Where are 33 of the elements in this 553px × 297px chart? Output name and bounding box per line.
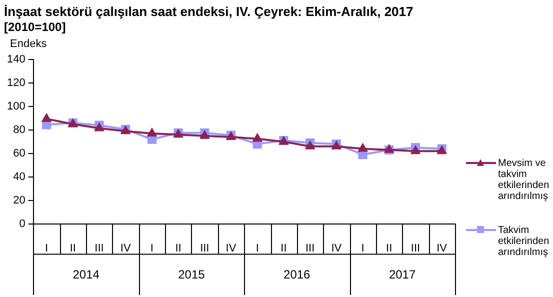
y-tick-label: 120	[6, 77, 26, 90]
y-tick-label: 20	[13, 194, 26, 206]
x-tick-label: III	[410, 242, 420, 254]
x-tick-label: III	[200, 242, 210, 254]
x-tick-label: III	[305, 242, 315, 254]
x-tick-label: I	[361, 242, 364, 254]
x-tick-label: IV	[120, 242, 132, 254]
chart-subtitle: [2010=100]	[4, 20, 66, 34]
x-tick-label: I	[150, 242, 154, 254]
y-tick-label: 100	[6, 100, 26, 113]
x-tick-label: IV	[226, 242, 237, 254]
x-tick-label: I	[45, 242, 48, 254]
text: 2014	[72, 268, 100, 282]
y-tick-label: 0	[19, 218, 26, 230]
x-tick-label: II	[386, 242, 392, 254]
x-tick-label: IV	[331, 242, 342, 254]
x-tick-label: III	[94, 242, 104, 254]
text: 2015	[178, 268, 206, 282]
x-tick-label: II	[70, 242, 76, 254]
y-tick-label: 80	[13, 124, 26, 136]
y-tick-label: 140	[6, 54, 26, 66]
x-tick-label: II	[175, 242, 182, 254]
y-axis-title: Endeks	[10, 38, 47, 50]
y-tick-label: 40	[13, 170, 26, 183]
legend-label: Mevsim ve takvim etkilerinden arındırılmış	[498, 158, 550, 202]
x-tick-label: II	[280, 242, 287, 254]
y-tick-label: 60	[13, 147, 26, 160]
text: 2017	[388, 268, 416, 282]
x-tick-label: IV	[436, 242, 448, 254]
x-tick-label: I	[256, 242, 259, 254]
legend-label: Takvim etkilerinden arındırılmış	[498, 225, 550, 258]
chart-title: İnşaat sektörü çalışılan saat endeksi, IV. Çeyrek: Ekim-Aralık, 2017	[4, 4, 414, 19]
text: 2016	[284, 268, 311, 282]
